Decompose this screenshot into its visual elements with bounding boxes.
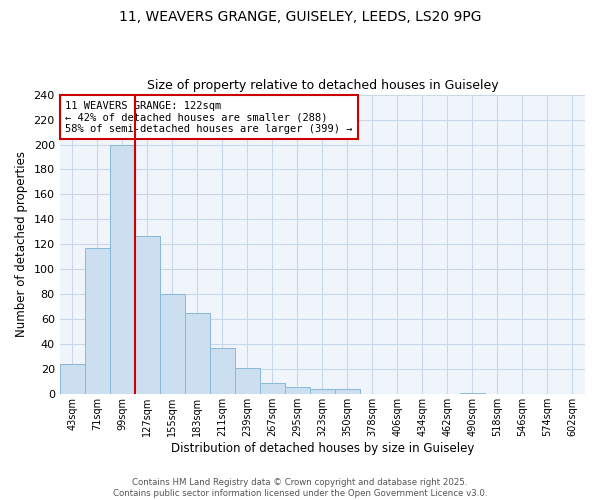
Y-axis label: Number of detached properties: Number of detached properties (15, 152, 28, 338)
X-axis label: Distribution of detached houses by size in Guiseley: Distribution of detached houses by size … (170, 442, 474, 455)
Bar (310, 390, 335, 394)
Bar (59, 364, 85, 394)
Bar (85, 248, 110, 394)
Text: 11 WEAVERS GRANGE: 122sqm
← 42% of detached houses are smaller (288)
58% of semi: 11 WEAVERS GRANGE: 122sqm ← 42% of detac… (65, 100, 352, 134)
Bar (185, 313, 210, 394)
Bar (160, 294, 185, 394)
Bar (460, 393, 485, 394)
Text: 11, WEAVERS GRANGE, GUISELEY, LEEDS, LS20 9PG: 11, WEAVERS GRANGE, GUISELEY, LEEDS, LS2… (119, 10, 481, 24)
Bar (335, 390, 360, 394)
Bar (260, 383, 285, 394)
Bar (135, 236, 160, 394)
Text: Contains HM Land Registry data © Crown copyright and database right 2025.
Contai: Contains HM Land Registry data © Crown c… (113, 478, 487, 498)
Bar (110, 144, 135, 394)
Bar (210, 348, 235, 395)
Bar (235, 368, 260, 394)
Bar (285, 387, 310, 394)
Title: Size of property relative to detached houses in Guiseley: Size of property relative to detached ho… (146, 79, 498, 92)
